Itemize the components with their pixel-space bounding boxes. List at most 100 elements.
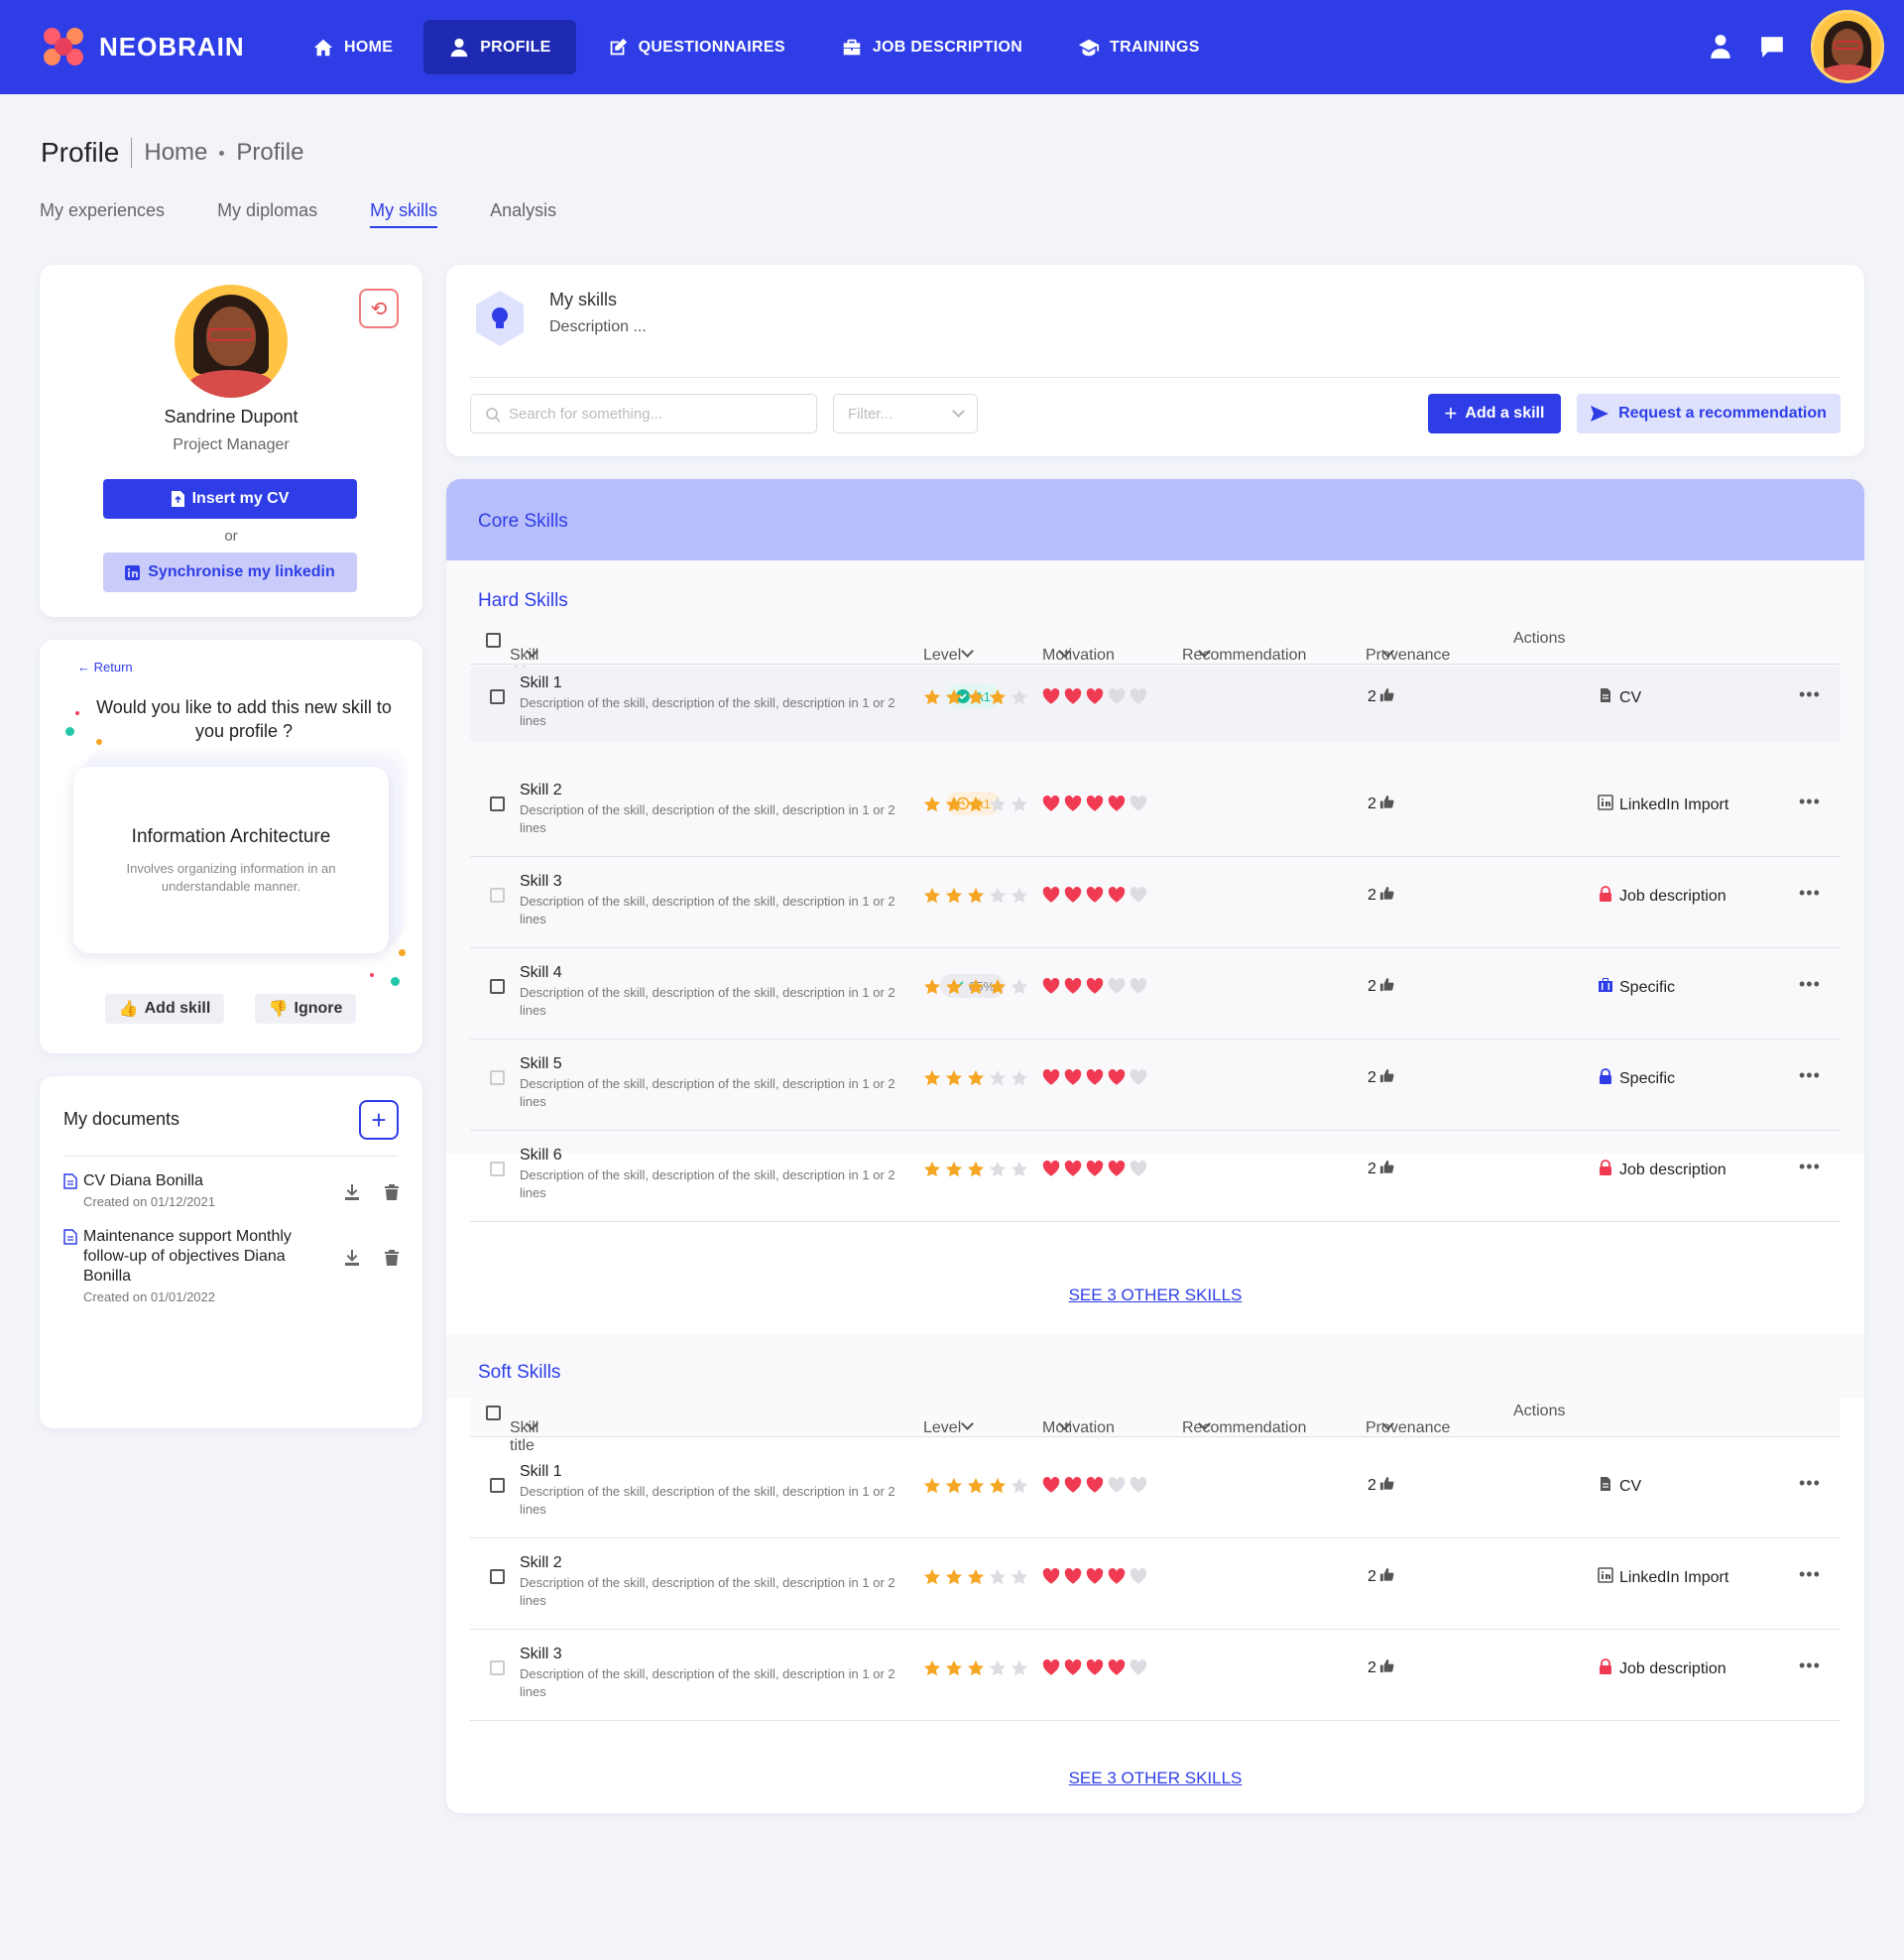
motivation-rating[interactable] (1042, 978, 1147, 1000)
heart-filled-icon[interactable] (1086, 1659, 1104, 1681)
star-filled-icon[interactable] (967, 1069, 985, 1092)
heart-filled-icon[interactable] (1064, 1568, 1082, 1590)
star-empty-icon[interactable] (1011, 796, 1028, 818)
request-recommendation-button[interactable]: Request a recommendation (1577, 394, 1841, 433)
sync-linkedin-button[interactable]: Synchronise my linkedin (103, 552, 357, 592)
heart-empty-icon[interactable] (1130, 796, 1147, 817)
heart-filled-icon[interactable] (1064, 1161, 1082, 1182)
nav-job-description[interactable]: JOB DESCRIPTION (816, 20, 1047, 74)
see-other-soft-skills-link[interactable]: SEE 3 OTHER SKILLS (1068, 1769, 1243, 1787)
level-rating[interactable] (923, 978, 1028, 1001)
search-input[interactable]: Search for something... (470, 394, 817, 433)
star-filled-icon[interactable] (967, 1659, 985, 1682)
document-item[interactable]: CV Diana Bonilla Created on 01/12/2021 (63, 1171, 401, 1209)
core-skills-header[interactable]: Core Skills (446, 479, 1864, 560)
download-icon[interactable] (343, 1249, 361, 1267)
star-filled-icon[interactable] (923, 688, 941, 711)
breadcrumb-home[interactable]: Home (144, 139, 208, 166)
row-checkbox[interactable] (490, 689, 505, 704)
star-filled-icon[interactable] (967, 796, 985, 818)
star-filled-icon[interactable] (945, 1161, 963, 1183)
heart-filled-icon[interactable] (1042, 1161, 1060, 1182)
heart-filled-icon[interactable] (1042, 887, 1060, 909)
heart-filled-icon[interactable] (1108, 1069, 1126, 1091)
star-filled-icon[interactable] (945, 887, 963, 910)
table-row[interactable]: Skill 5 Description of the skill, descri… (470, 1040, 1841, 1131)
more-actions-icon[interactable]: ••• (1799, 1564, 1821, 1584)
more-actions-icon[interactable]: ••• (1799, 974, 1821, 994)
add-skill-button[interactable]: 👍 Add skill (105, 994, 224, 1024)
star-filled-icon[interactable] (945, 1659, 963, 1682)
heart-filled-icon[interactable] (1108, 1659, 1126, 1681)
heart-filled-icon[interactable] (1086, 1568, 1104, 1590)
level-rating[interactable] (923, 1568, 1028, 1591)
heart-filled-icon[interactable] (1086, 887, 1104, 909)
table-row[interactable]: Skill 1 Description of the skill, descri… (470, 667, 1841, 742)
heart-empty-icon[interactable] (1130, 887, 1147, 909)
table-row[interactable]: Skill 3 Description of the skill, descri… (470, 1630, 1841, 1721)
star-filled-icon[interactable] (923, 1568, 941, 1591)
star-filled-icon[interactable] (967, 688, 985, 711)
row-checkbox[interactable] (490, 796, 505, 811)
star-filled-icon[interactable] (923, 1659, 941, 1682)
heart-filled-icon[interactable] (1064, 887, 1082, 909)
filter-select[interactable]: Filter... (833, 394, 978, 433)
motivation-rating[interactable] (1042, 887, 1147, 909)
star-filled-icon[interactable] (967, 887, 985, 910)
tab-my-experiences[interactable]: My experiences (40, 200, 166, 220)
star-filled-icon[interactable] (967, 978, 985, 1001)
row-checkbox[interactable] (490, 1070, 505, 1085)
table-row[interactable]: Skill 2 Description of the skill, descri… (470, 1538, 1841, 1630)
motivation-rating[interactable] (1042, 1659, 1147, 1681)
star-empty-icon[interactable] (989, 1659, 1007, 1682)
heart-filled-icon[interactable] (1086, 978, 1104, 1000)
motivation-rating[interactable] (1042, 1477, 1147, 1499)
star-empty-icon[interactable] (1011, 887, 1028, 910)
heart-filled-icon[interactable] (1086, 688, 1104, 710)
motivation-rating[interactable] (1042, 1568, 1147, 1590)
table-row[interactable]: Skill 2 Description of the skill, descri… (470, 766, 1841, 857)
heart-empty-icon[interactable] (1130, 1477, 1147, 1499)
undo-icon[interactable]: ⟲ (359, 289, 399, 328)
star-empty-icon[interactable] (1011, 1477, 1028, 1500)
heart-filled-icon[interactable] (1086, 1161, 1104, 1182)
heart-filled-icon[interactable] (1108, 887, 1126, 909)
heart-filled-icon[interactable] (1108, 1161, 1126, 1182)
select-all-checkbox[interactable] (486, 1406, 501, 1420)
level-rating[interactable] (923, 1477, 1028, 1500)
motivation-rating[interactable] (1042, 1069, 1147, 1091)
heart-filled-icon[interactable] (1042, 688, 1060, 710)
heart-empty-icon[interactable] (1108, 688, 1126, 710)
heart-filled-icon[interactable] (1042, 1568, 1060, 1590)
star-filled-icon[interactable] (989, 978, 1007, 1001)
level-rating[interactable] (923, 887, 1028, 910)
heart-filled-icon[interactable] (1108, 1568, 1126, 1590)
star-filled-icon[interactable] (967, 1477, 985, 1500)
add-document-button[interactable]: + (359, 1100, 399, 1140)
motivation-rating[interactable] (1042, 796, 1147, 817)
level-rating[interactable] (923, 1161, 1028, 1183)
table-row[interactable]: Skill 6 Description of the skill, descri… (470, 1131, 1841, 1222)
row-checkbox[interactable] (490, 888, 505, 903)
nav-profile[interactable]: PROFILE (423, 20, 576, 74)
star-filled-icon[interactable] (923, 1069, 941, 1092)
row-checkbox[interactable] (490, 979, 505, 994)
tab-my-diplomas[interactable]: My diplomas (217, 200, 318, 220)
more-actions-icon[interactable]: ••• (1799, 1065, 1821, 1085)
row-checkbox[interactable] (490, 1162, 505, 1176)
star-empty-icon[interactable] (989, 1161, 1007, 1183)
tab-my-skills[interactable]: My skills (370, 200, 438, 228)
heart-filled-icon[interactable] (1064, 1069, 1082, 1091)
level-rating[interactable] (923, 688, 1028, 711)
document-item[interactable]: Maintenance support Monthly follow-up of… (63, 1227, 401, 1304)
star-filled-icon[interactable] (923, 1161, 941, 1183)
heart-filled-icon[interactable] (1042, 978, 1060, 1000)
level-rating[interactable] (923, 1659, 1028, 1682)
star-empty-icon[interactable] (1011, 1069, 1028, 1092)
heart-filled-icon[interactable] (1086, 1069, 1104, 1091)
star-filled-icon[interactable] (945, 688, 963, 711)
row-checkbox[interactable] (490, 1569, 505, 1584)
heart-empty-icon[interactable] (1130, 978, 1147, 1000)
heart-filled-icon[interactable] (1042, 1659, 1060, 1681)
heart-filled-icon[interactable] (1086, 1477, 1104, 1499)
